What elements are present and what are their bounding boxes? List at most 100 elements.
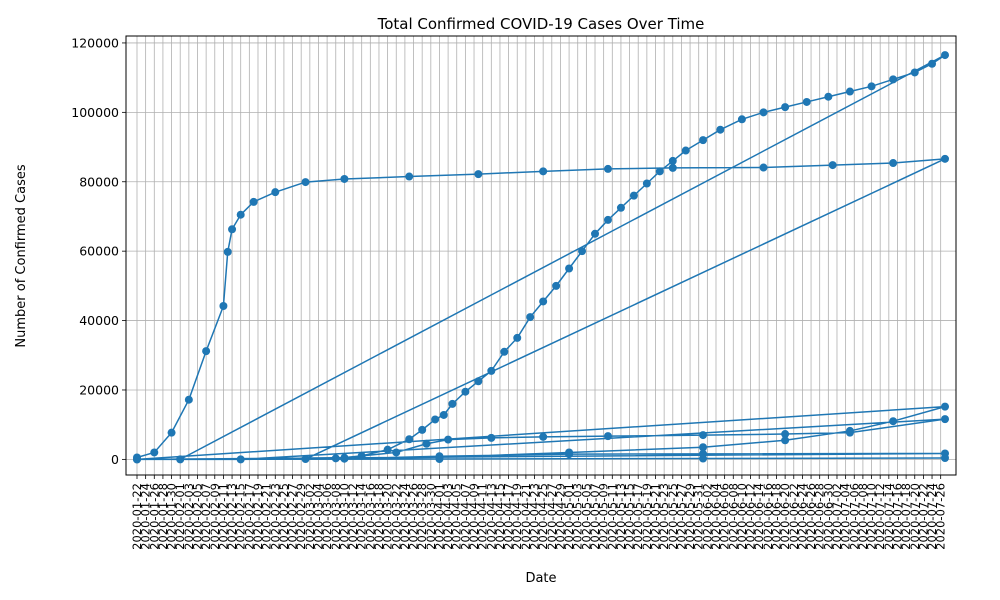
x-tick-label: 2020-01-24: [139, 483, 153, 550]
data-point: [565, 264, 574, 273]
data-point: [271, 188, 280, 197]
data-point: [422, 439, 431, 448]
x-tick-label: 2020-02-01: [173, 483, 187, 550]
data-point: [405, 172, 414, 181]
x-tick-label: 2020-03-12: [346, 483, 360, 550]
data-point: [439, 410, 448, 419]
data-point: [405, 435, 414, 444]
x-tick-label: 2020-06-14: [752, 483, 766, 550]
x-tick-label: 2020-02-13: [225, 483, 239, 550]
y-axis: 0 20000 40000 60000 80000 100000 120000: [71, 35, 126, 467]
data-point: [759, 108, 768, 117]
data-point: [889, 417, 898, 426]
data-point: [681, 146, 690, 155]
plot-frame: [125, 35, 957, 476]
data-point: [642, 179, 651, 188]
x-tick-label: 2020-02-27: [286, 483, 300, 550]
x-tick-label: 2020-06-28: [813, 483, 827, 550]
x-tick-label: 2020-03-10: [337, 483, 351, 550]
data-point: [249, 197, 258, 206]
x-tick-label: 2020-04-23: [528, 483, 542, 550]
data-point: [941, 454, 949, 462]
data-point: [716, 125, 725, 134]
data-point: [474, 377, 483, 386]
x-tick-label: 2020-02-23: [268, 483, 282, 550]
x-tick-label: 2020-04-05: [450, 483, 464, 550]
x-tick-label: 2020-05-09: [597, 483, 611, 550]
x-tick-label: 2020-02-11: [216, 483, 230, 550]
data-point: [941, 415, 949, 424]
x-tick-label: 2020-07-02: [830, 483, 844, 550]
data-point: [845, 87, 854, 96]
x-tick-label: 2020-06-30: [821, 483, 835, 550]
x-tick-label: 2020-03-14: [355, 483, 369, 550]
data-point: [228, 225, 237, 234]
x-tick-label: 2020-03-22: [389, 483, 403, 550]
x-tick-label: 2020-07-06: [847, 483, 861, 550]
y-tick-label: 60000: [79, 244, 119, 259]
data-point: [699, 454, 708, 463]
data-point: [629, 191, 638, 200]
x-tick-label: 2020-03-24: [398, 483, 412, 550]
x-tick-label: 2020-04-27: [545, 483, 559, 550]
data-point: [513, 333, 522, 342]
x-tick-label: 2020-04-01: [432, 483, 446, 550]
x-tick-label: 2020-05-27: [674, 483, 688, 550]
x-tick-label: 2020-05-01: [562, 483, 576, 550]
x-tick-label: 2020-03-02: [303, 483, 317, 550]
x-tick-label: 2020-05-15: [623, 483, 637, 550]
x-tick-label: 2020-06-26: [804, 483, 818, 550]
data-point: [737, 115, 746, 124]
data-point: [928, 59, 937, 68]
x-tick-label: 2020-03-08: [329, 483, 343, 550]
data-point: [500, 347, 509, 356]
x-tick-label: 2020-07-16: [890, 483, 904, 550]
x-tick-label: 2020-02-19: [251, 483, 265, 550]
data-point: [910, 68, 919, 77]
data-point: [133, 455, 141, 464]
data-point: [867, 82, 876, 91]
x-tick-label: 2020-06-10: [735, 483, 749, 550]
x-tick-label: 2020-02-09: [208, 483, 222, 550]
data-point: [340, 454, 349, 463]
data-point: [565, 450, 574, 459]
x-tick-label: 2020-07-20: [908, 483, 922, 550]
x-tick-label: 2020-06-04: [709, 483, 723, 550]
x-tick-label: 2020-02-21: [260, 483, 274, 550]
x-tick-label: 2020-06-06: [718, 483, 732, 550]
x-tick-label: 2020-01-28: [156, 483, 170, 550]
x-tick-label: 2020-02-05: [190, 483, 204, 550]
x-tick-label: 2020-04-21: [519, 483, 533, 550]
x-tick-label: 2020-04-15: [493, 483, 507, 550]
x-tick-label: 2020-05-11: [605, 483, 619, 550]
x-tick-label: 2020-02-15: [234, 483, 248, 550]
grid: [126, 36, 956, 475]
x-tick-label: 2020-02-29: [294, 483, 308, 550]
data-point: [539, 432, 548, 441]
data-point: [781, 430, 790, 439]
data-point: [474, 170, 483, 179]
x-tick-label: 2020-07-24: [925, 483, 939, 550]
x-tick-label: 2020-01-26: [147, 483, 161, 550]
x-tick-label: 2020-02-17: [242, 483, 256, 550]
x-tick-label: 2020-07-08: [856, 483, 870, 550]
data-point: [668, 163, 677, 172]
data-point: [539, 297, 548, 306]
data-point: [699, 443, 708, 452]
data-point: [802, 97, 811, 106]
data-point: [578, 247, 587, 256]
data-point: [487, 433, 496, 442]
x-tick-label: 2020-05-07: [588, 483, 602, 550]
data-point: [655, 167, 664, 176]
x-tick-label: 2020-04-11: [476, 483, 490, 550]
data-point: [331, 454, 340, 463]
x-tick-label: 2020-03-06: [320, 483, 334, 550]
x-tick-label: 2020-04-13: [484, 483, 498, 550]
x-tick-label: 2020-05-17: [631, 483, 645, 550]
x-tick-label: 2020-07-04: [839, 483, 853, 550]
data-point: [357, 451, 366, 460]
x-tick-label: 2020-05-05: [579, 483, 593, 550]
data-point: [392, 448, 401, 457]
series-layer: [133, 51, 949, 464]
